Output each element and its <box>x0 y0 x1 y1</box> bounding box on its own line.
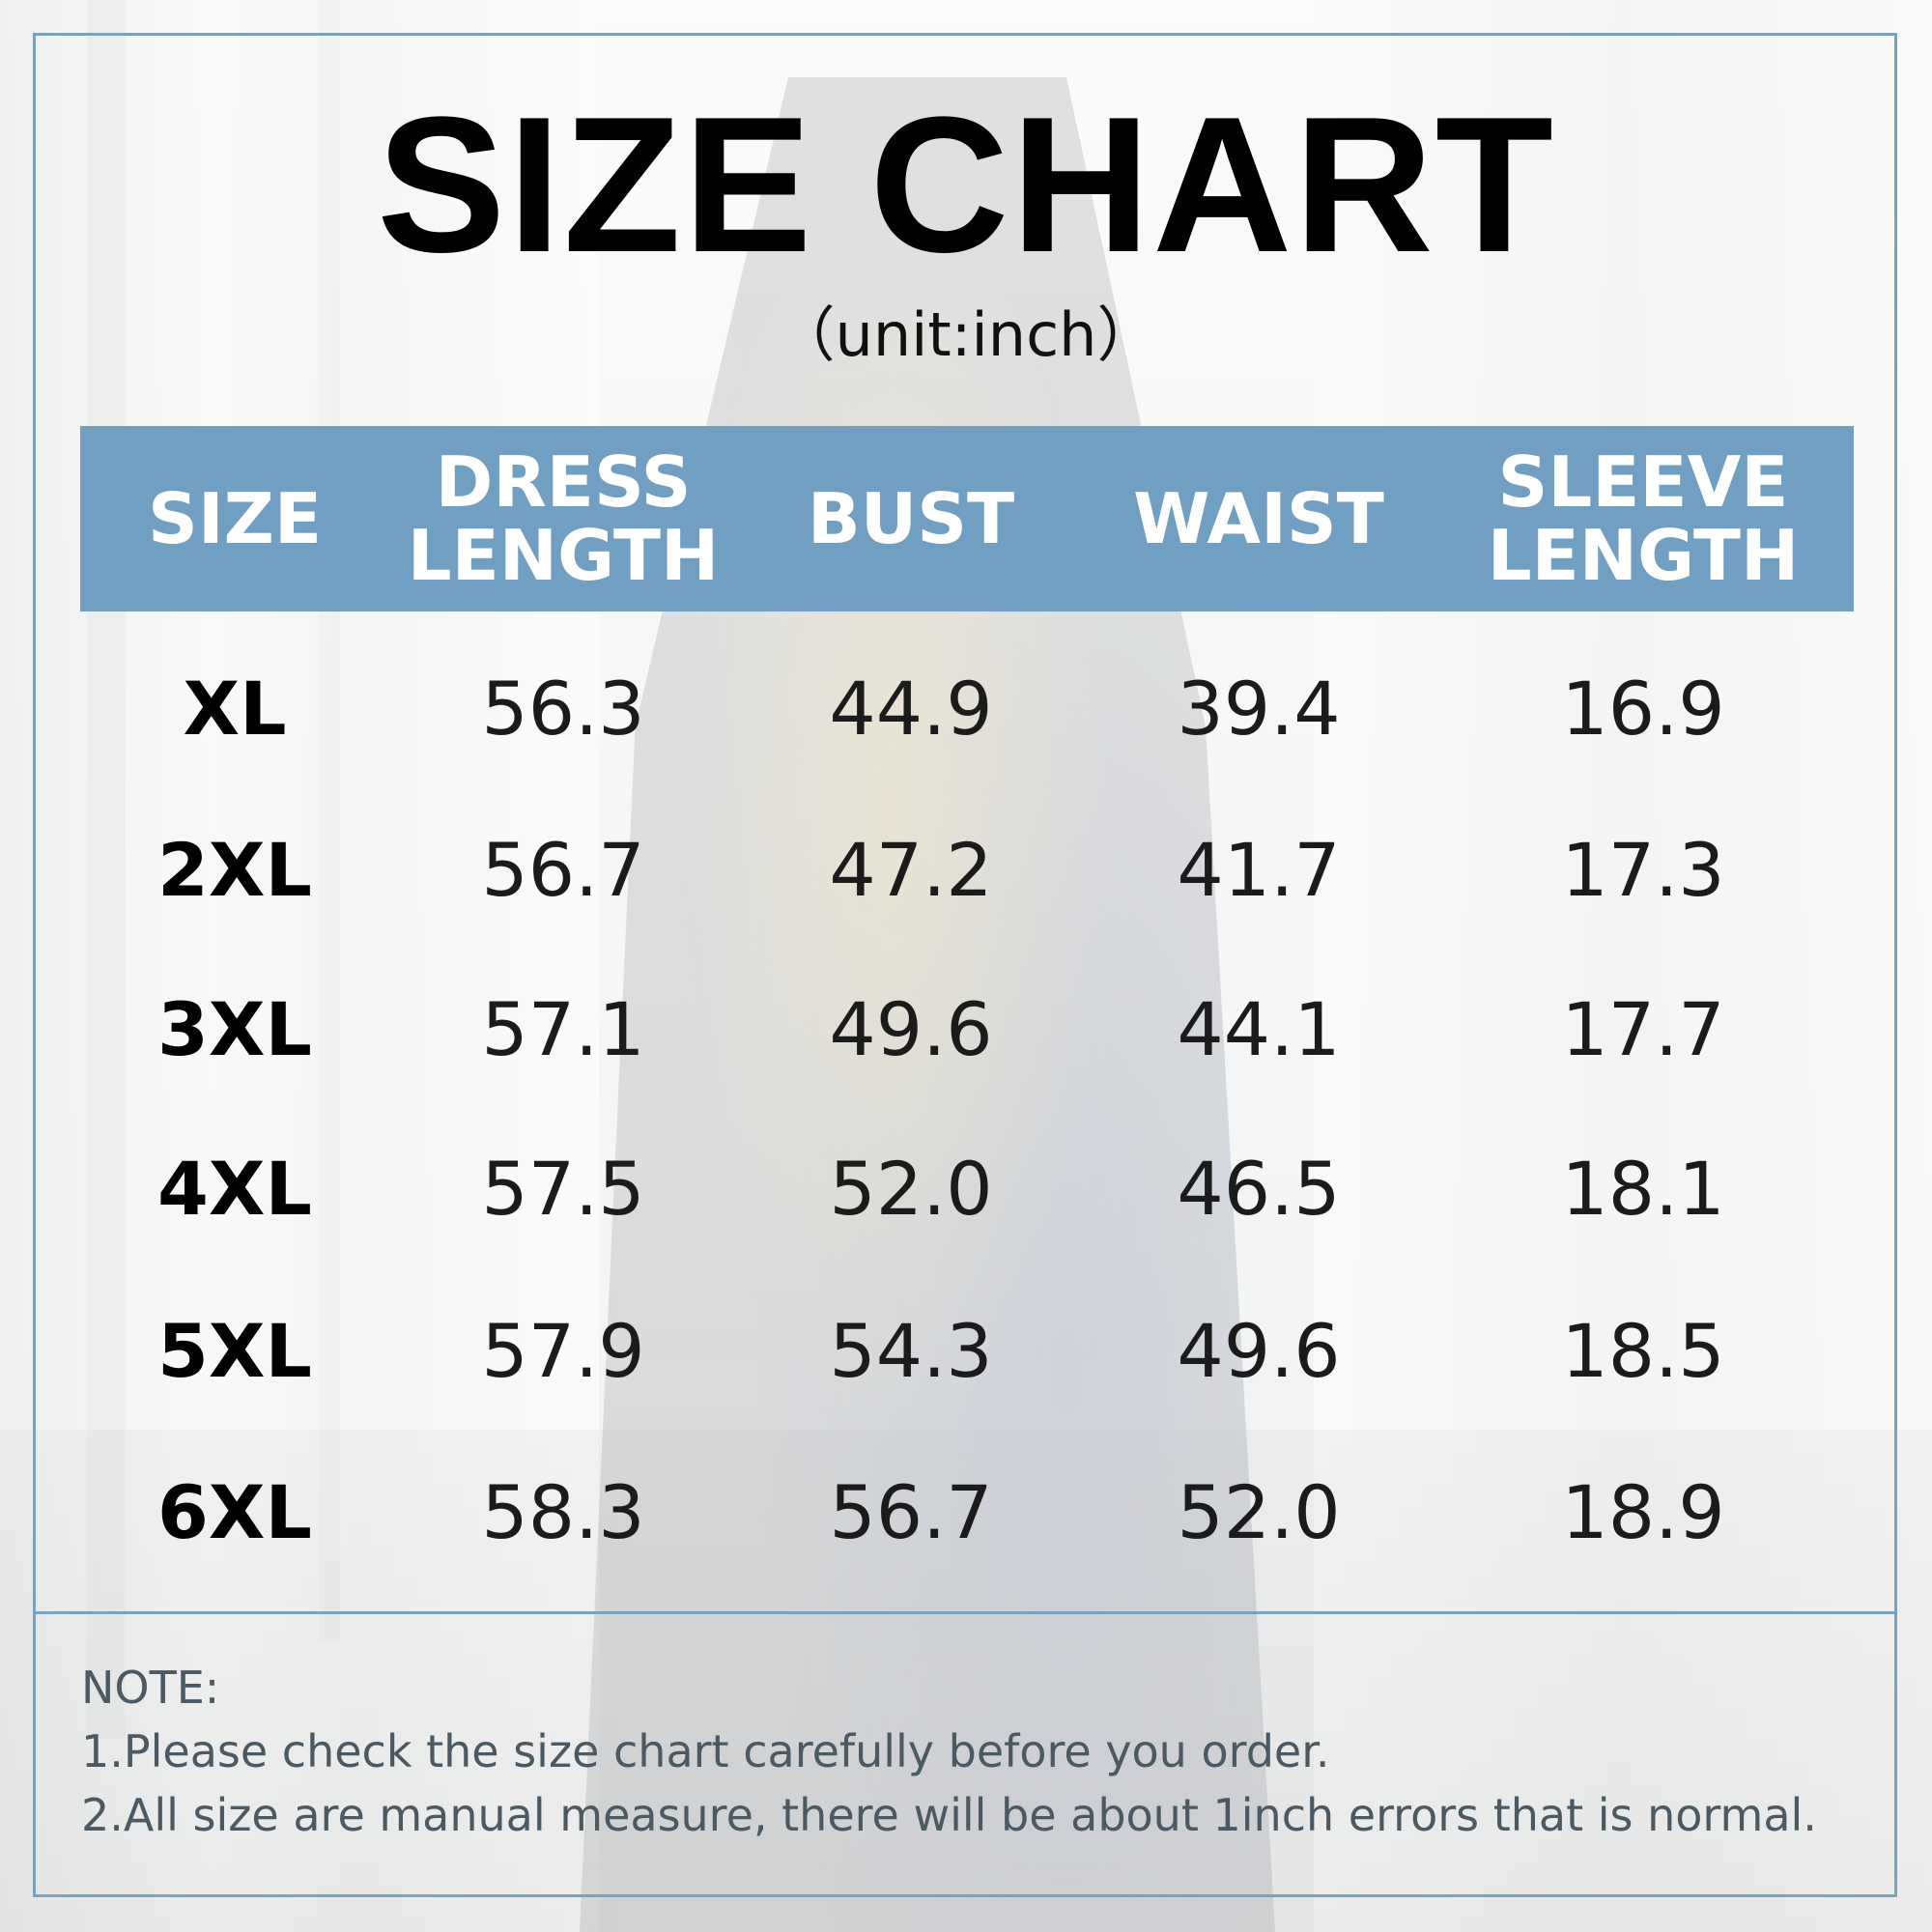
header-bust: BUST <box>807 478 1015 559</box>
cell-sleeve-length: 18.9 <box>1561 1468 1725 1555</box>
header-dress-length: DRESS LENGTH <box>407 441 720 596</box>
cell-size: 2XL <box>157 826 312 913</box>
cell-dress-length: 56.3 <box>481 665 645 752</box>
unit-subtitle: （unit:inch） <box>775 299 1157 370</box>
cell-dress-length: 58.3 <box>481 1468 645 1555</box>
cell-waist: 44.1 <box>1177 985 1341 1072</box>
cell-waist: 39.4 <box>1177 665 1341 752</box>
cell-sleeve-length: 17.3 <box>1561 826 1725 913</box>
header-waist: WAIST <box>1133 478 1384 559</box>
cell-dress-length: 57.5 <box>481 1145 645 1232</box>
table-row: 6XL 58.3 56.7 52.0 18.9 <box>80 1454 1854 1570</box>
cell-sleeve-length: 18.5 <box>1561 1307 1725 1394</box>
cell-waist: 49.6 <box>1177 1307 1341 1394</box>
note-line-1: 1.Please check the size chart carefully … <box>81 1725 1330 1777</box>
cell-bust: 47.2 <box>829 826 993 913</box>
header-sleeve-length: SLEEVE LENGTH <box>1487 441 1800 596</box>
cell-size: XL <box>183 665 287 752</box>
table-header: SIZE DRESS LENGTH BUST WAIST SLEEVE LENG… <box>80 426 1854 611</box>
note-divider <box>35 1611 1895 1614</box>
cell-dress-length: 56.7 <box>481 826 645 913</box>
cell-size: 5XL <box>157 1307 312 1394</box>
cell-dress-length: 57.9 <box>481 1307 645 1394</box>
cell-waist: 46.5 <box>1177 1145 1341 1232</box>
cell-size: 3XL <box>157 985 312 1072</box>
cell-bust: 56.7 <box>829 1468 993 1555</box>
cell-sleeve-length: 16.9 <box>1561 665 1725 752</box>
table-row: 4XL 57.5 52.0 46.5 18.1 <box>80 1130 1854 1246</box>
cell-waist: 41.7 <box>1177 826 1341 913</box>
note-line-2: 2.All size are manual measure, there wil… <box>81 1789 1817 1841</box>
cell-dress-length: 57.1 <box>481 985 645 1072</box>
table-row: XL 56.3 44.9 39.4 16.9 <box>80 650 1854 766</box>
cell-size: 6XL <box>157 1468 312 1555</box>
cell-bust: 52.0 <box>829 1145 993 1232</box>
outer-frame <box>33 33 1897 1897</box>
cell-sleeve-length: 18.1 <box>1561 1145 1725 1232</box>
note-heading: NOTE: <box>81 1662 220 1714</box>
cell-bust: 44.9 <box>829 665 993 752</box>
table-row: 3XL 57.1 49.6 44.1 17.7 <box>80 971 1854 1087</box>
page-title: SIZE CHART <box>377 77 1555 293</box>
cell-bust: 54.3 <box>829 1307 993 1394</box>
cell-waist: 52.0 <box>1177 1468 1341 1555</box>
cell-bust: 49.6 <box>829 985 993 1072</box>
note-section: NOTE: 1.Please check the size chart care… <box>81 1656 1878 1847</box>
table-row: 2XL 56.7 47.2 41.7 17.3 <box>80 811 1854 927</box>
header-size: SIZE <box>147 478 323 559</box>
cell-size: 4XL <box>157 1145 312 1232</box>
table-row: 5XL 57.9 54.3 49.6 18.5 <box>80 1293 1854 1408</box>
cell-sleeve-length: 17.7 <box>1561 985 1725 1072</box>
